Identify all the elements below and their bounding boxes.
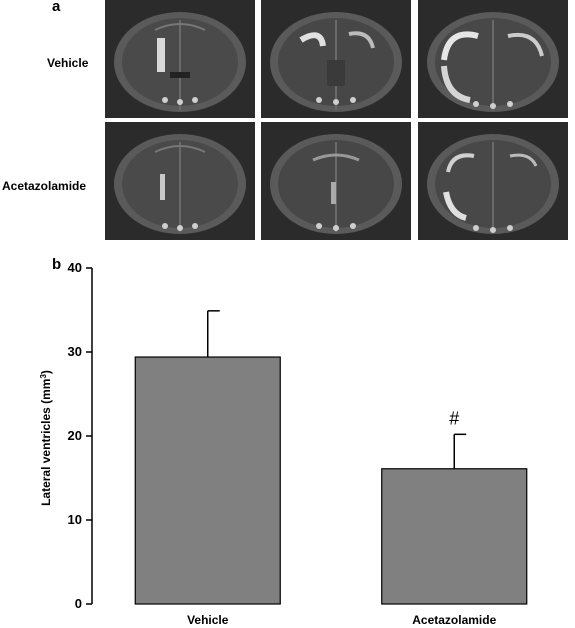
mri-image-vehicle-1 — [105, 0, 255, 118]
bars: # — [134, 310, 528, 605]
y-axis-label: Lateral ventricles (mm3) — [39, 370, 54, 506]
y-tick-label: 30 — [68, 344, 82, 359]
panel-b-label: b — [52, 256, 62, 273]
bar-vehicle — [134, 356, 281, 605]
mri-image-acetazolamide-2 — [261, 122, 411, 240]
bar-chart: 0 10 20 30 40 # Vehicle Acetazolamide Lateral… — [39, 260, 528, 627]
x-axis-labels: Vehicle Acetazolamide — [187, 613, 497, 627]
mri-image-acetazolamide-3 — [418, 122, 568, 240]
y-tick-label: 10 — [68, 512, 82, 527]
y-tick-label: 40 — [68, 260, 82, 275]
y-tick-label: 20 — [68, 428, 82, 443]
mri-image-vehicle-2 — [261, 0, 411, 118]
row-label-acetazolamide: Acetazolamide — [2, 179, 87, 193]
bar-acetazolamide — [381, 468, 528, 605]
significance-marker: # — [449, 408, 459, 428]
mri-image-acetazolamide-1 — [105, 122, 255, 240]
y-axis: 0 10 20 30 40 — [68, 260, 93, 611]
x-tick-label: Acetazolamide — [412, 613, 496, 627]
row-label-vehicle: Vehicle — [47, 56, 89, 70]
y-tick-label: 0 — [75, 596, 82, 611]
x-tick-label: Vehicle — [187, 613, 229, 627]
panel-a-label: a — [52, 0, 61, 15]
mri-image-vehicle-3 — [418, 0, 568, 118]
